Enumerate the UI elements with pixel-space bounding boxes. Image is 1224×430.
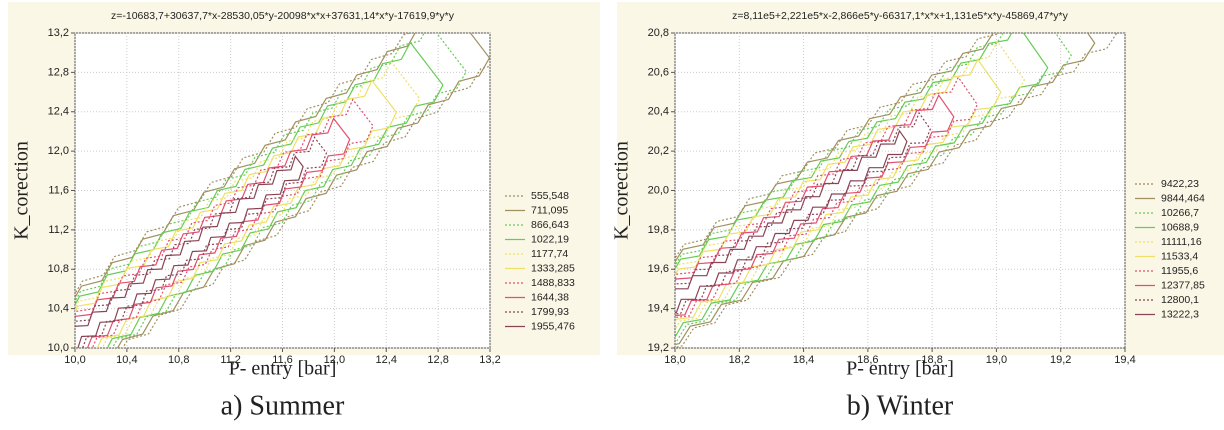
legend-label: 9844,464 [1161, 192, 1205, 204]
legend-label: 9422,23 [1161, 178, 1199, 190]
contour-line [75, 155, 304, 348]
legend-label: 555,548 [531, 190, 569, 202]
legend-label: 711,095 [531, 204, 568, 216]
y-tick-label: 19,2 [648, 342, 669, 354]
x-axis-label: P- entry [bar] [846, 358, 954, 380]
contour-line [75, 136, 328, 348]
legend-label: 12377,85 [1161, 279, 1205, 291]
legend-label: 1022,19 [531, 233, 569, 245]
legend-label: 10266,7 [1161, 207, 1199, 219]
x-tick-label: 11,2 [220, 354, 241, 366]
y-axis-label: K_corection [11, 141, 33, 240]
contour-line [675, 76, 978, 318]
legend-label: 1799,93 [531, 306, 569, 318]
legend-label: 866,643 [531, 219, 569, 231]
contour-line [675, 40, 1026, 332]
y-tick-label: 19,6 [648, 263, 669, 275]
y-tick-label: 20,0 [648, 184, 669, 196]
contour-line [75, 41, 444, 348]
y-tick-label: 11,2 [48, 224, 69, 236]
legend-label: 1488,833 [531, 277, 575, 289]
x-tick-label: 19,4 [1114, 354, 1135, 366]
y-tick-label: 12,4 [48, 106, 69, 118]
x-tick-label: 18,4 [793, 354, 814, 366]
contour-line [75, 117, 351, 348]
x-tick-label: 18,0 [664, 354, 685, 366]
legend-label: 1644,38 [531, 291, 569, 303]
contour-line [675, 33, 1096, 346]
legend-label: 11111,16 [1161, 236, 1202, 248]
contours [75, 33, 490, 348]
legend-label: 12800,1 [1161, 294, 1199, 306]
x-axis-label: P- entry [bar] [229, 358, 337, 380]
contour-line [675, 111, 931, 315]
chart-title: z=-10683,7+30637,7*x-28530,05*y-20098*x*… [111, 10, 455, 22]
x-tick-label: 12,4 [376, 354, 397, 366]
y-tick-label: 10,8 [48, 263, 69, 275]
x-tick-label: 19,2 [1050, 354, 1071, 366]
contour-line [75, 33, 467, 348]
y-axis-label: K_corection [611, 141, 633, 240]
x-tick-label: 12,8 [427, 354, 448, 366]
y-tick-label: 19,4 [648, 303, 669, 315]
x-tick-label: 12,0 [324, 354, 345, 366]
contour-line [675, 33, 1049, 339]
y-tick-label: 20,4 [648, 106, 669, 118]
x-tick-label: 10,8 [168, 354, 189, 366]
contour-line [675, 58, 1002, 324]
y-tick-label: 20,8 [648, 27, 669, 39]
y-tick-label: 10,4 [48, 303, 69, 315]
x-tick-label: 18,2 [729, 354, 750, 366]
contour-line [75, 33, 490, 348]
y-tick-label: 20,2 [648, 145, 669, 157]
y-tick-label: 11,6 [48, 184, 69, 196]
legend-label: 1177,74 [531, 248, 568, 260]
x-tick-label: 19,0 [986, 354, 1007, 366]
x-tick-label: 10,0 [64, 354, 85, 366]
chart-title: z=8,11e5+2,221e5*x-2,866e5*y-66317,1*x*x… [732, 10, 1069, 22]
legend-label: 11955,6 [1161, 265, 1198, 277]
legend-label: 1955,476 [531, 320, 575, 332]
y-tick-label: 13,2 [48, 27, 69, 39]
y-tick-label: 20,6 [648, 66, 669, 78]
legend-label: 10688,9 [1161, 221, 1199, 233]
contour-line [675, 93, 955, 317]
contour-line [75, 79, 397, 348]
contour-line [75, 60, 421, 348]
x-tick-label: 10,4 [116, 354, 137, 366]
contours [675, 33, 1118, 348]
contour-line [675, 129, 908, 314]
x-tick-label: 13,2 [479, 354, 500, 366]
contour-line [75, 98, 374, 348]
caption: b) Winter [847, 390, 954, 421]
y-tick-label: 12,8 [48, 66, 69, 78]
x-tick-label: 18,6 [857, 354, 878, 366]
x-tick-label: 18,8 [921, 354, 942, 366]
legend-label: 13222,3 [1161, 308, 1199, 320]
y-tick-label: 10,0 [48, 342, 69, 354]
y-tick-label: 19,8 [648, 224, 669, 236]
legend-label: 11533,4 [1161, 250, 1198, 262]
caption: a) Summer [221, 390, 345, 421]
legend-label: 1333,285 [531, 262, 575, 274]
y-tick-label: 12,0 [48, 145, 69, 157]
x-tick-label: 11,6 [272, 354, 293, 366]
